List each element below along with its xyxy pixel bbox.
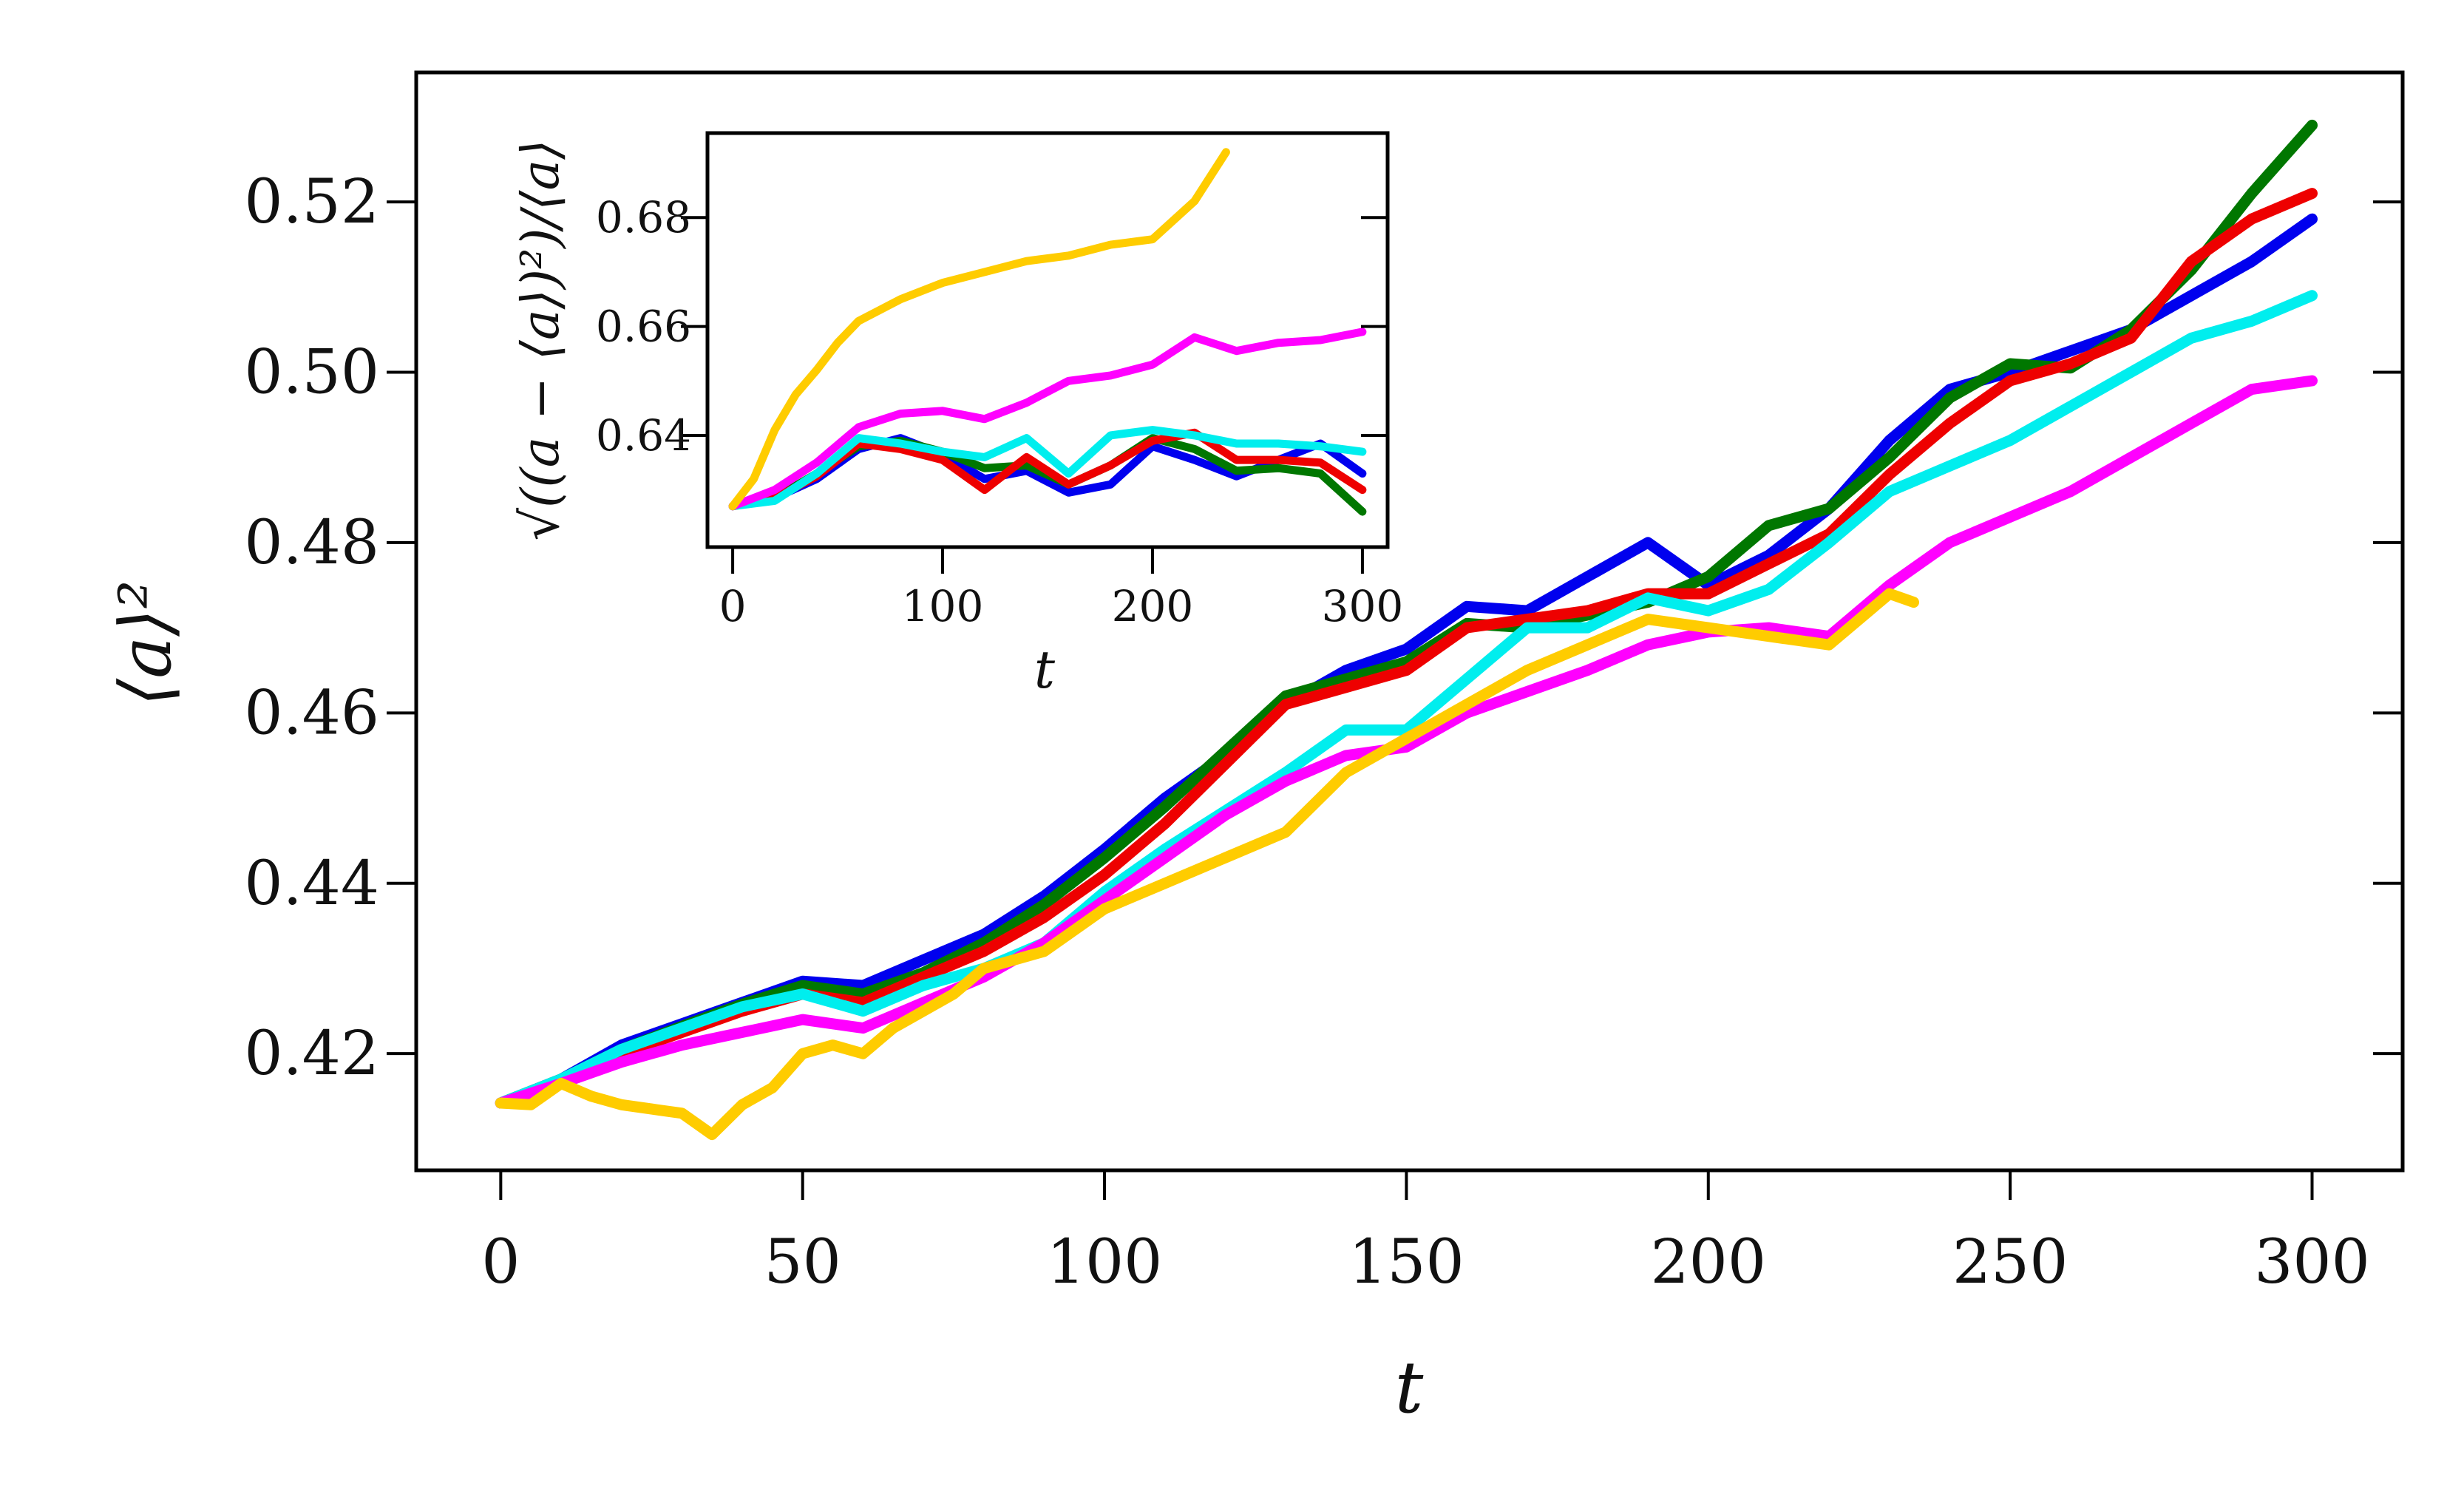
inset-x-axis-label: t xyxy=(1034,639,1056,700)
main-series-line-2 xyxy=(495,119,2318,1109)
inset-y-tick-label: 0.64 xyxy=(596,410,691,461)
main-x-tick-label: 50 xyxy=(764,1227,841,1297)
main-series-group xyxy=(495,119,2318,1141)
main-ticks: 0 50 100 150 200 250 300 0.42 0.44 0.46 0.48 0.50 0.… xyxy=(244,167,2403,1297)
inset-x-tick-label: 300 xyxy=(1322,581,1404,631)
inset-y-tick-label: 0.66 xyxy=(596,302,691,352)
inset-series-line-4 xyxy=(728,426,1367,511)
inset-y-axis-label: √((a − ⟨a⟩)²)/⟨a⟩ xyxy=(510,139,571,540)
main-y-tick-label: 0.44 xyxy=(244,849,379,919)
inset-plot: 0 100 200 300 0.64 0.66 0.68 t √((a − ⟨a⟩)²)/⟨… xyxy=(510,131,1403,700)
inset-plot-frame xyxy=(705,131,1390,549)
inset-ticks: 0 100 200 300 0.64 0.66 0.68 xyxy=(596,192,1403,631)
main-x-tick-label: 250 xyxy=(1952,1227,2068,1297)
inset-x-tick-label: 0 xyxy=(719,581,747,631)
inset-y-tick-label: 0.68 xyxy=(596,192,691,242)
inset-series-line-5 xyxy=(728,328,1367,511)
inset-x-tick-label: 100 xyxy=(902,581,984,631)
main-y-tick-label: 0.46 xyxy=(244,678,379,748)
main-x-tick-label: 0 xyxy=(481,1227,520,1297)
main-y-tick-label: 0.52 xyxy=(244,167,379,237)
main-plot-frame xyxy=(414,70,2405,1173)
inset-x-tick-label: 200 xyxy=(1112,581,1194,631)
main-x-tick-label: 100 xyxy=(1047,1227,1163,1297)
main-series-line-5 xyxy=(495,375,2318,1109)
main-x-tick-label: 300 xyxy=(2254,1227,2370,1297)
main-series-line-4 xyxy=(495,290,2318,1109)
main-y-axis-label: ⟨a⟩² xyxy=(104,580,187,707)
main-y-tick-label: 0.48 xyxy=(244,508,379,578)
main-x-tick-label: 150 xyxy=(1348,1227,1465,1297)
main-x-tick-label: 200 xyxy=(1651,1227,1767,1297)
main-plot: 0 50 100 150 200 250 300 0.42 0.44 0.46 0.48 0.50 0.… xyxy=(104,70,2405,1429)
main-y-tick-label: 0.42 xyxy=(244,1019,379,1089)
main-series-line-6 xyxy=(495,588,1919,1141)
main-y-tick-label: 0.50 xyxy=(244,338,379,408)
main-x-axis-label: t xyxy=(1395,1346,1424,1429)
inset-series-line-6 xyxy=(728,148,1230,511)
inset-series-group xyxy=(728,148,1367,516)
